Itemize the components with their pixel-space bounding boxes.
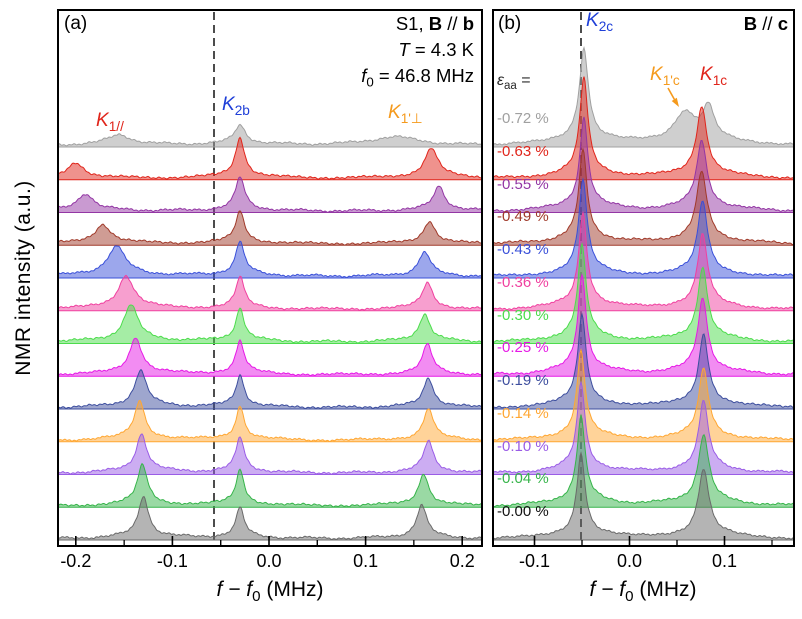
temperature-note: T = 4.3 K <box>398 39 474 60</box>
x-tick-label: 0.1 <box>353 551 379 571</box>
spectra-panel-b <box>492 9 795 547</box>
spectrum-trace <box>57 495 483 541</box>
peak-label-k1-perp: K1'⊥ <box>388 102 423 126</box>
x-axis-label-b: f − f0 (MHz) <box>589 578 697 606</box>
spectrum-trace <box>492 312 795 410</box>
spectrum-trace <box>492 380 795 475</box>
spectrum-trace <box>57 304 483 344</box>
spectrum-trace <box>57 136 483 181</box>
spectrum-trace <box>492 242 795 344</box>
spectrum-trace <box>57 123 483 148</box>
peak-label-k2c: K2c <box>586 10 614 34</box>
spectrum-trace <box>492 273 795 377</box>
panel-b-field-note: B // c <box>688 11 788 37</box>
strain-value-label: -0.63 % <box>497 142 549 160</box>
k1pc-arrow <box>667 87 679 107</box>
spectrum-trace <box>492 451 795 541</box>
spectrum-trace <box>57 176 483 213</box>
spectrum-trace <box>57 274 483 312</box>
strain-value-label: -0.36 % <box>497 273 549 291</box>
spectrum-trace <box>57 240 483 279</box>
panel-frame <box>57 9 483 547</box>
x-axis-label-a: f − f0 (MHz) <box>216 578 324 606</box>
strain-value-label: -0.72 % <box>497 110 549 127</box>
strain-value-label: -0.43 % <box>497 241 549 258</box>
spectrum-trace <box>57 462 483 508</box>
spectrum-trace <box>492 45 795 148</box>
spectrum-trace <box>492 413 795 508</box>
spectrum-trace <box>492 147 795 246</box>
strain-value-label: -0.49 % <box>497 208 549 226</box>
spectrum-trace <box>492 348 795 443</box>
panel-b-tag: (b) <box>498 13 522 34</box>
spectrum-trace <box>492 76 795 181</box>
frequency-note: f0 = 46.8 MHz <box>361 65 474 90</box>
spectrum-trace <box>57 433 483 475</box>
strain-heading: εaa = <box>497 72 531 93</box>
panel-a-tag: (a) <box>64 13 88 34</box>
x-tick-label: 0.0 <box>256 551 282 571</box>
spectrum-trace <box>57 399 483 443</box>
x-tick-label: -0.1 <box>156 551 188 571</box>
peak-label-k1pc: K1'c <box>650 64 680 88</box>
strain-value-label: -0.14 % <box>497 404 549 422</box>
spectrum-trace <box>492 116 795 213</box>
strain-value-label: -0.10 % <box>497 437 549 455</box>
strain-value-label: -0.25 % <box>497 339 549 357</box>
peak-label-k2b: K2b <box>222 94 250 118</box>
x-tick-label: -0.1 <box>518 551 550 571</box>
spectrum-trace <box>57 210 483 246</box>
peak-label-k1-parallel: K1// <box>96 110 124 134</box>
field-note: B // c <box>743 13 788 34</box>
peak-label-k1c: K1c <box>700 64 728 88</box>
sample-field-note: S1, B // b <box>395 13 474 34</box>
x-tick-label: 0.0 <box>616 551 642 571</box>
panel-frame <box>492 9 795 547</box>
y-axis-label: NMR intensity (a.u.) <box>12 180 35 376</box>
panel-a-notes: S1, B // b T = 4.3 K f0 = 46.8 MHz <box>240 11 474 96</box>
spectrum-trace <box>57 368 483 410</box>
spectrum-trace <box>492 210 795 312</box>
x-tick-label: -0.2 <box>60 551 92 571</box>
x-tick-label: 0.1 <box>711 551 737 571</box>
spectra-panel-a <box>57 9 483 547</box>
strain-value-label: -0.00 % <box>497 503 549 520</box>
strain-value-label: -0.55 % <box>497 175 549 193</box>
spectrum-trace <box>57 337 483 377</box>
strain-value-label: -0.19 % <box>497 372 549 389</box>
strain-value-label: -0.30 % <box>497 306 549 324</box>
x-tick-label: 0.2 <box>449 551 475 571</box>
strain-value-label: -0.04 % <box>497 470 549 488</box>
spectrum-trace <box>492 177 795 279</box>
